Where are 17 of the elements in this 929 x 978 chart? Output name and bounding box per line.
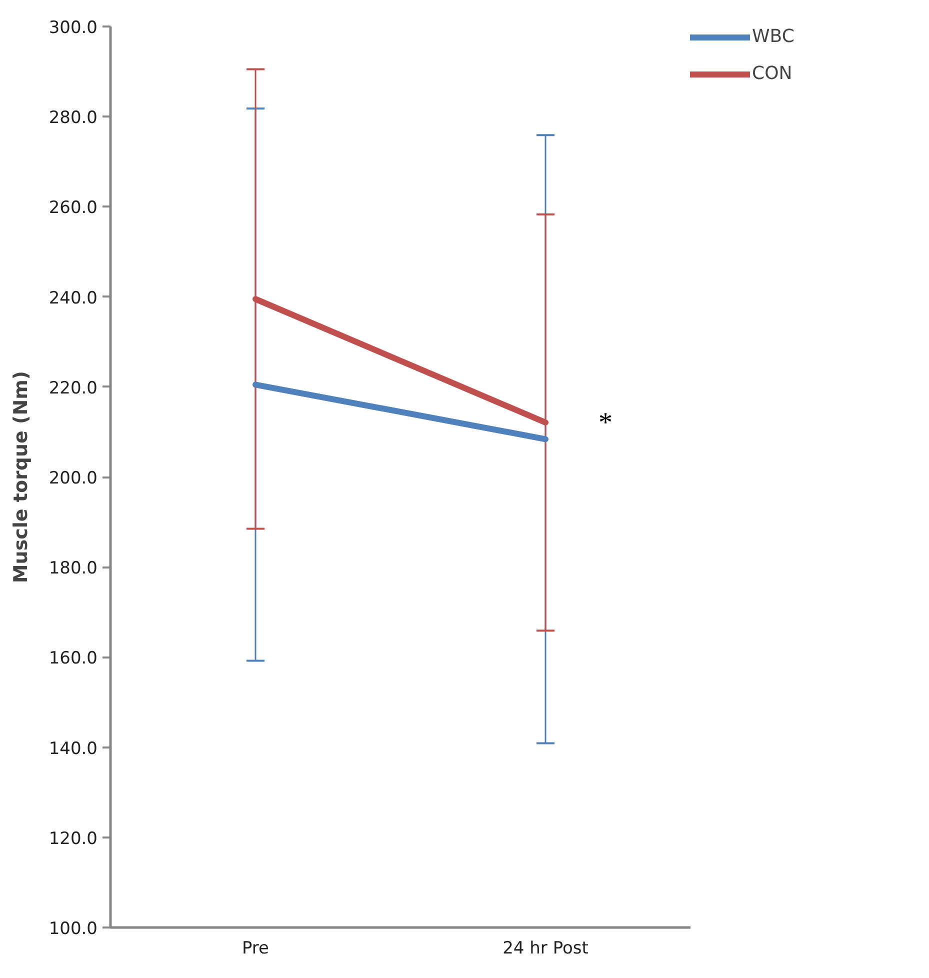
y-axis-title: Muscle torque (Nm) <box>10 370 32 584</box>
y-tick-label: 180.0 <box>48 558 98 579</box>
y-tick-label: 160.0 <box>48 648 98 669</box>
x-tick-label: Pre <box>242 938 270 958</box>
y-tick-label: 140.0 <box>48 738 98 759</box>
y-tick-label: 200.0 <box>48 468 98 488</box>
legend-label: CON <box>752 63 792 84</box>
y-tick-label: 280.0 <box>48 108 98 128</box>
x-tick-label: 24 hr Post <box>502 938 589 958</box>
y-tick-label: 240.0 <box>48 288 98 308</box>
y-tick-label: 220.0 <box>48 378 98 398</box>
y-tick-label: 300.0 <box>48 18 98 38</box>
y-tick-label: 100.0 <box>48 919 98 939</box>
y-tick-label: 120.0 <box>48 828 98 849</box>
y-tick-label: 260.0 <box>48 198 98 218</box>
legend-label: WBC <box>752 26 794 47</box>
annotation: * <box>598 407 612 438</box>
